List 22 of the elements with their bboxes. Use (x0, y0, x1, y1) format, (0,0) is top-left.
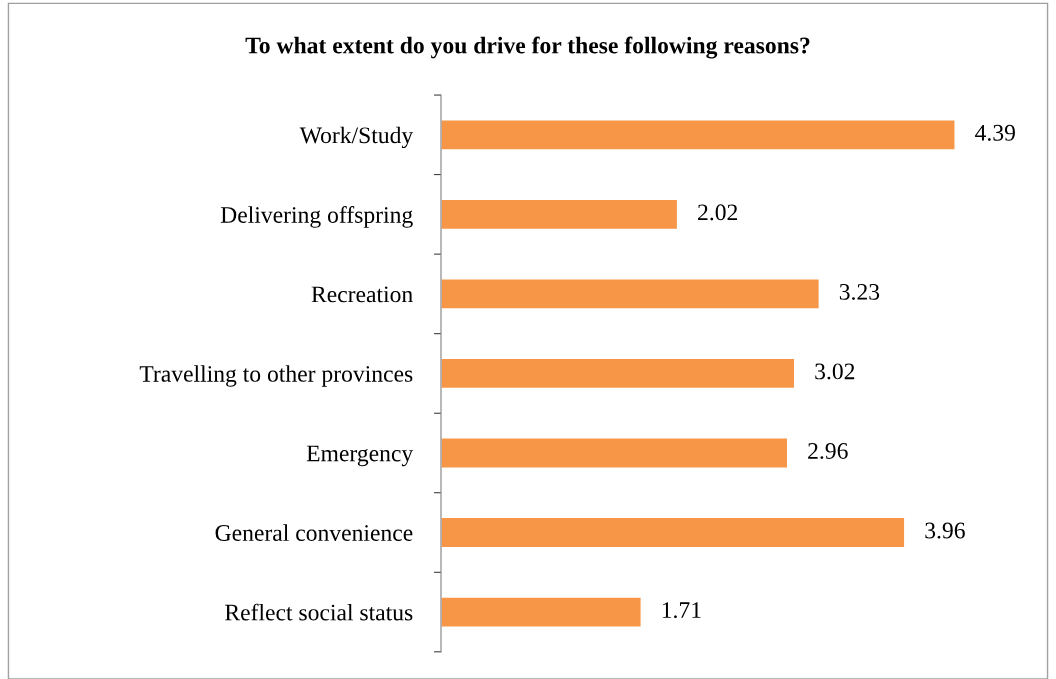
bar (441, 516, 906, 549)
bar (441, 596, 642, 628)
chart-title: To what extent do you drive for these following reasons? (245, 36, 810, 59)
y-tick-label: Work/Study (299, 126, 414, 149)
data-label: 2.96 (808, 443, 848, 459)
data-label: 2.02 (698, 204, 738, 221)
data-label: 3.96 (925, 522, 965, 539)
data-label: 3.02 (815, 363, 855, 380)
y-tick-label: Delivering offspring (220, 206, 413, 228)
y-tick-label: Recreation (311, 286, 413, 303)
y-tick-label: Emergency (306, 445, 414, 467)
y-tick-label: General convenience (215, 524, 413, 541)
bar (441, 119, 956, 151)
bar (441, 278, 820, 310)
bar (441, 198, 679, 231)
y-tick-label: Reflect social status (225, 603, 413, 621)
y-tick-label: Travelling to other provinces (139, 365, 413, 387)
data-label: 1.71 (662, 602, 701, 619)
data-label: 3.23 (839, 283, 880, 300)
bar (441, 357, 796, 390)
data-label: 4.39 (975, 124, 1015, 141)
bar (441, 437, 789, 469)
